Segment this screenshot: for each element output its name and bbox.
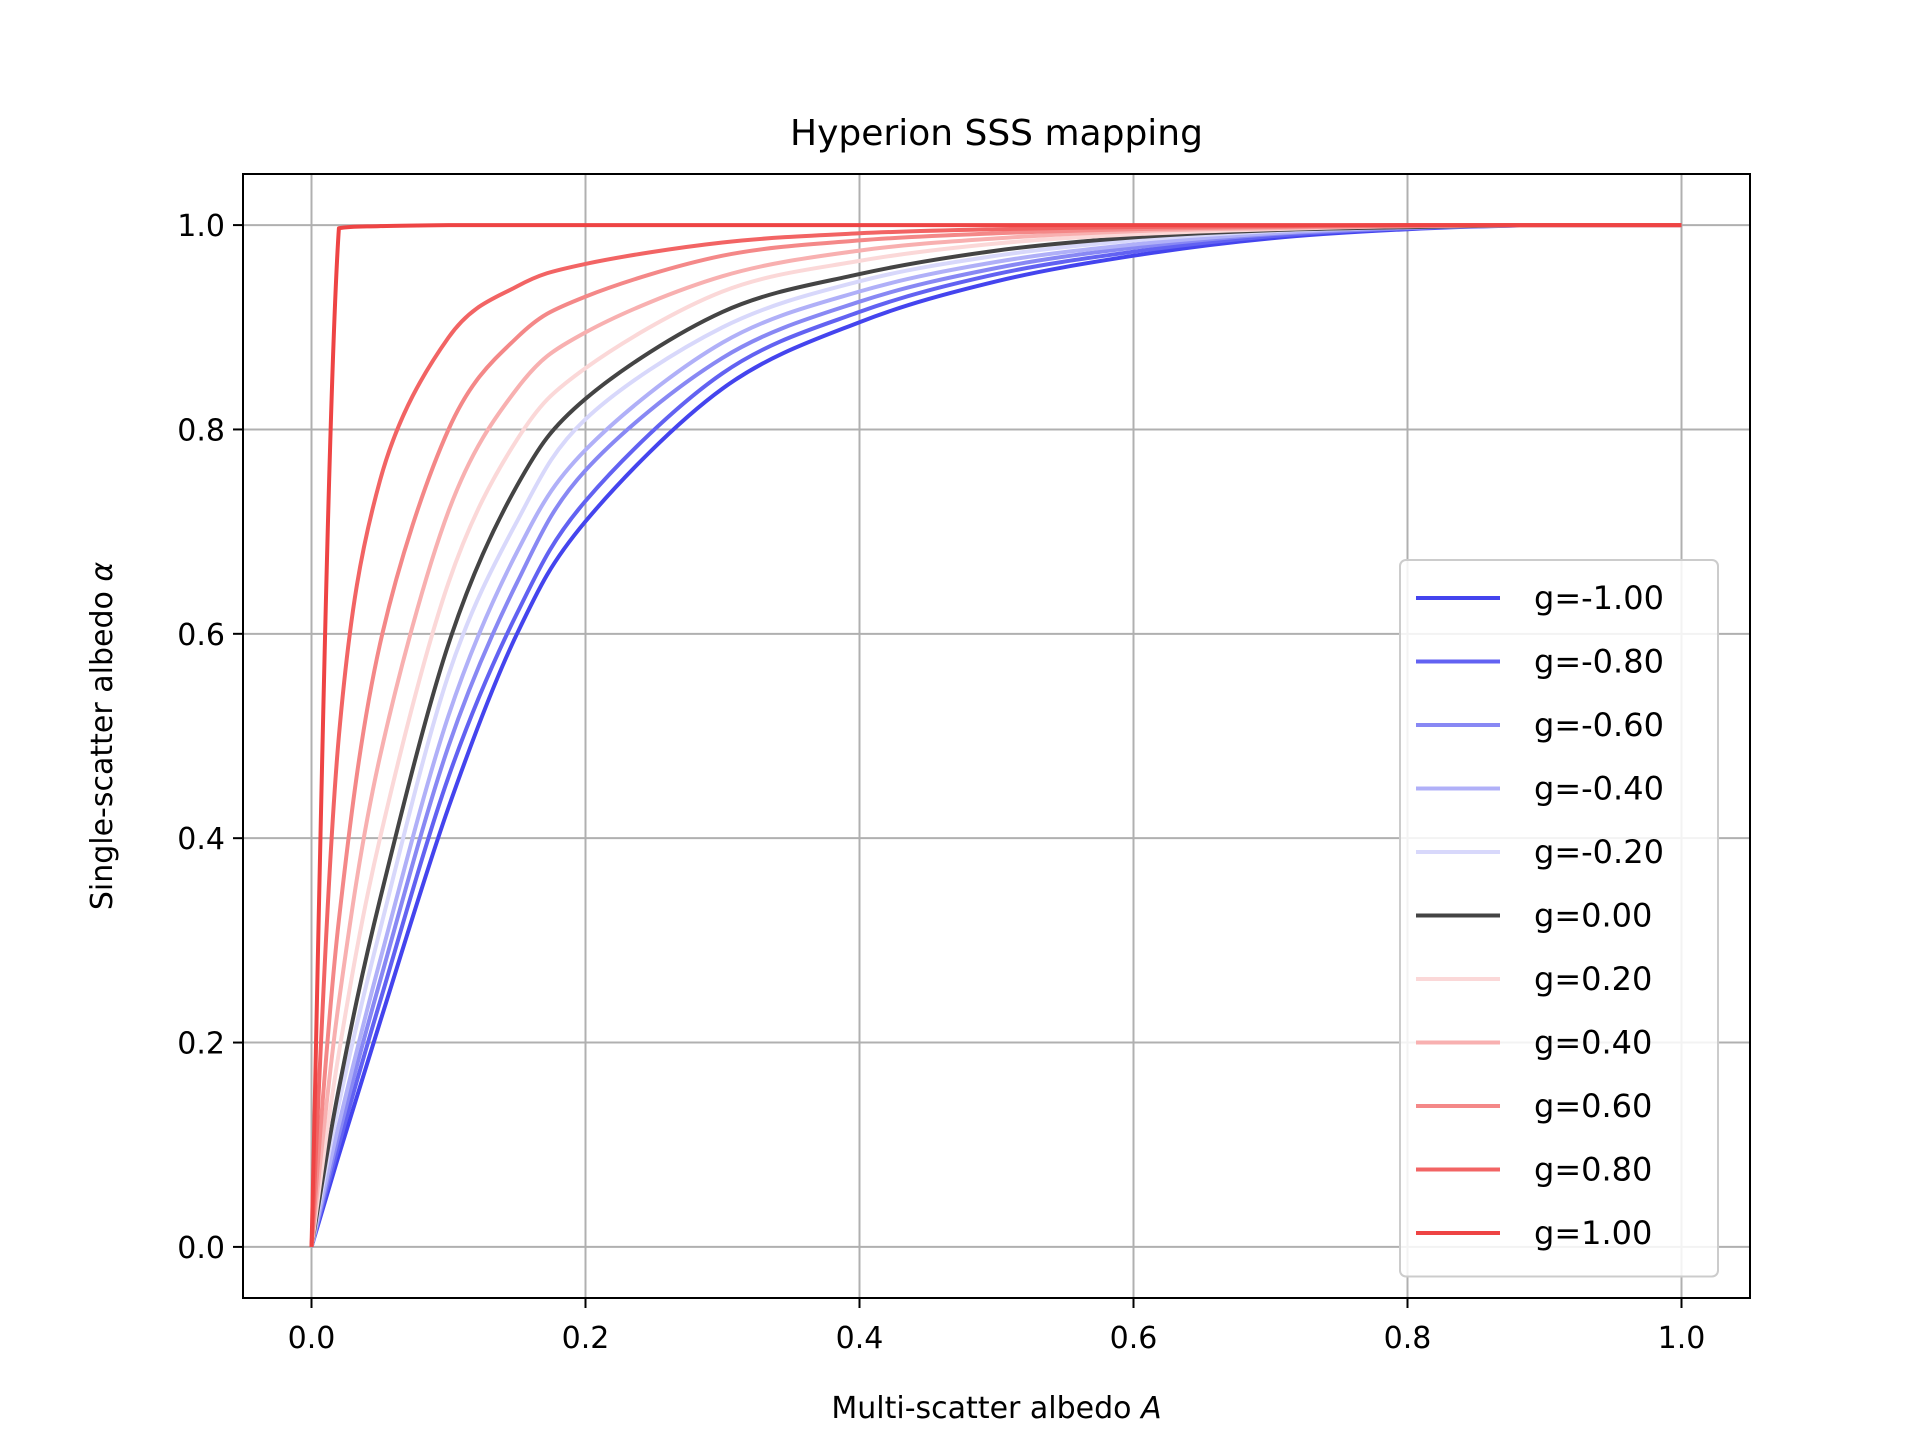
x-tick-label: 0.0	[288, 1321, 336, 1356]
axes-frame	[242, 173, 1751, 1299]
x-axis-label-symbol: A	[1139, 1391, 1162, 1426]
y-tick-label: 0.2	[177, 1027, 225, 1062]
x-ticks: 0.0 0.2 0.4 0.6 0.8 1.0	[288, 1298, 1706, 1356]
y-axis-label: Single-scatter albedo α	[85, 562, 120, 911]
legend-label: g=1.00	[1534, 1214, 1652, 1252]
series-line-10	[309, 223, 1682, 1247]
x-axis-label: Multi-scatter albedo A	[831, 1391, 1161, 1426]
y-tick-label: 0.6	[177, 618, 225, 653]
legend: g=-1.00 g=-0.80 g=-0.60 g=-0.40 g=-0.20 g=0.0…	[1399, 559, 1719, 1278]
legend-label: g=0.20	[1534, 960, 1652, 998]
legend-label: g=0.40	[1534, 1024, 1652, 1062]
y-tick-label: 0.8	[177, 413, 225, 448]
x-axis-label-text: Multi-scatter albedo	[831, 1391, 1141, 1426]
x-tick-label: 0.6	[1110, 1321, 1158, 1356]
legend-label: g=0.80	[1534, 1151, 1652, 1189]
x-tick-label: 1.0	[1658, 1321, 1706, 1356]
legend-label: g=-0.20	[1534, 833, 1664, 871]
legend-label: g=-0.60	[1534, 706, 1664, 744]
x-tick-label: 0.4	[836, 1321, 884, 1356]
y-axis-label-symbol: α	[85, 562, 120, 582]
y-tick-label: 0.4	[177, 822, 225, 857]
y-tick-label: 0.0	[177, 1231, 225, 1266]
x-tick-label: 0.2	[562, 1321, 610, 1356]
legend-label: g=-1.00	[1534, 579, 1664, 617]
y-axis-label-text: Single-scatter albedo	[85, 582, 120, 911]
legend-label: g=0.00	[1534, 897, 1652, 935]
series-lines	[309, 223, 1682, 1248]
legend-label: g=-0.40	[1534, 770, 1664, 808]
legend-label: g=0.60	[1534, 1087, 1652, 1125]
y-tick-label: 1.0	[177, 209, 225, 244]
legend-box	[1399, 559, 1719, 1278]
chart-title: Hyperion SSS mapping	[790, 113, 1203, 154]
y-ticks: 0.0 0.2 0.4 0.6 0.8 1.0	[177, 209, 243, 1266]
x-tick-label: 0.8	[1384, 1321, 1432, 1356]
legend-label: g=-0.80	[1534, 643, 1664, 681]
